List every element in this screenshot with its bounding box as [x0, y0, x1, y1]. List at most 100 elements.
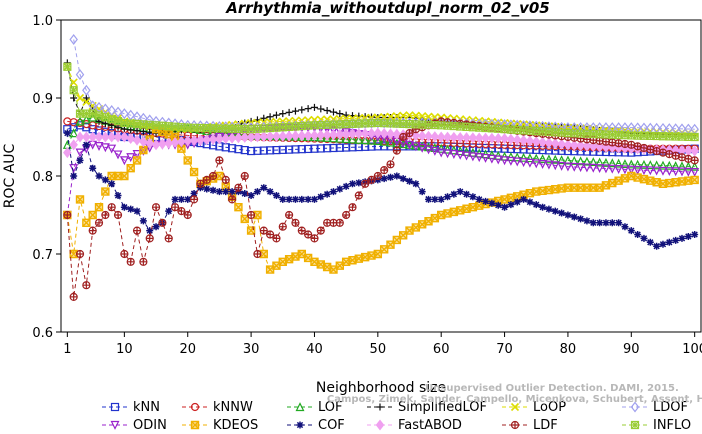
x-tick-label: 80 — [560, 342, 577, 357]
data-point — [69, 78, 78, 87]
data-point — [139, 145, 148, 155]
data-point — [279, 195, 287, 203]
data-point — [525, 158, 535, 168]
data-point — [335, 129, 345, 140]
data-point — [317, 105, 325, 113]
data-point — [690, 175, 699, 185]
data-point — [671, 167, 681, 177]
data-point — [177, 136, 186, 148]
data-point — [367, 135, 376, 145]
watermark-line-1: Unsupervised Outlier Detection. DAMI, 20… — [425, 383, 679, 394]
data-point — [101, 131, 110, 143]
data-point — [671, 178, 680, 187]
data-point — [424, 217, 433, 226]
data-point — [652, 166, 662, 176]
data-point — [424, 130, 433, 142]
data-point — [639, 166, 649, 176]
data-point — [75, 131, 85, 143]
data-point — [614, 165, 624, 174]
data-point — [405, 140, 414, 150]
data-point — [417, 130, 427, 142]
data-point — [234, 145, 243, 154]
data-point — [190, 402, 200, 412]
data-point — [221, 133, 231, 145]
data-point — [316, 226, 325, 235]
data-point — [620, 174, 630, 183]
data-point — [576, 140, 585, 152]
data-point — [665, 238, 673, 246]
legend-label: kNNW — [213, 400, 253, 415]
data-point — [678, 234, 686, 242]
data-point — [240, 146, 249, 155]
legend-label: LDF — [533, 418, 558, 433]
data-point — [417, 141, 427, 151]
legend-label: KDEOS — [213, 418, 258, 433]
data-point — [677, 161, 687, 171]
data-point — [583, 217, 591, 225]
data-point — [595, 164, 605, 174]
data-point — [557, 138, 566, 150]
x-axis-label: Neighborhood size — [316, 380, 446, 396]
data-point — [82, 84, 91, 96]
data-point — [228, 188, 236, 196]
data-point — [551, 207, 559, 215]
data-point — [259, 226, 268, 235]
data-point — [532, 201, 540, 209]
data-point — [380, 166, 389, 175]
data-point — [386, 128, 395, 140]
data-point — [139, 136, 148, 148]
x-axis: 1 10 20 30 40 50 60 70 80 90 100 — [63, 332, 702, 357]
data-point — [563, 155, 573, 165]
data-point — [208, 171, 218, 181]
data-point — [341, 128, 351, 140]
y-axis-label: ROC AUC — [2, 143, 18, 208]
data-point — [614, 158, 624, 168]
data-point — [151, 139, 161, 151]
data-point — [108, 180, 116, 188]
data-point — [63, 210, 72, 220]
data-point — [285, 210, 294, 220]
data-point — [253, 146, 262, 155]
data-point — [348, 180, 356, 188]
data-point — [392, 146, 401, 155]
data-point — [436, 131, 446, 143]
data-point — [82, 131, 91, 143]
legend-label: ODIN — [133, 418, 167, 433]
data-point — [75, 93, 85, 103]
data-point — [259, 131, 269, 143]
data-point — [120, 131, 129, 143]
data-point — [607, 164, 617, 174]
data-point — [418, 112, 427, 121]
data-point — [506, 156, 516, 166]
data-point — [278, 130, 288, 142]
data-point — [519, 134, 528, 146]
data-point — [69, 86, 78, 95]
data-point — [468, 152, 478, 162]
data-point — [550, 138, 560, 150]
data-point — [107, 115, 116, 124]
data-point — [544, 137, 554, 149]
data-point — [113, 210, 123, 220]
legend-label: kNN — [133, 400, 160, 415]
data-point — [310, 144, 319, 153]
data-point — [379, 136, 389, 146]
data-point — [272, 146, 281, 155]
data-point — [630, 420, 640, 430]
data-point — [563, 162, 573, 172]
data-point — [512, 152, 522, 162]
data-point — [253, 249, 262, 259]
data-point — [379, 128, 389, 139]
data-point — [114, 192, 122, 199]
data-point — [596, 219, 604, 227]
data-point — [107, 144, 117, 154]
data-point — [386, 137, 395, 147]
data-point — [563, 139, 573, 151]
legend-label: INFLO — [653, 418, 691, 433]
data-point — [189, 167, 199, 177]
data-point — [196, 179, 205, 188]
legend-label: SimplifiedLOF — [398, 400, 487, 415]
data-point — [690, 168, 700, 177]
data-point — [531, 153, 541, 163]
data-point — [297, 226, 306, 235]
data-point — [335, 133, 345, 143]
